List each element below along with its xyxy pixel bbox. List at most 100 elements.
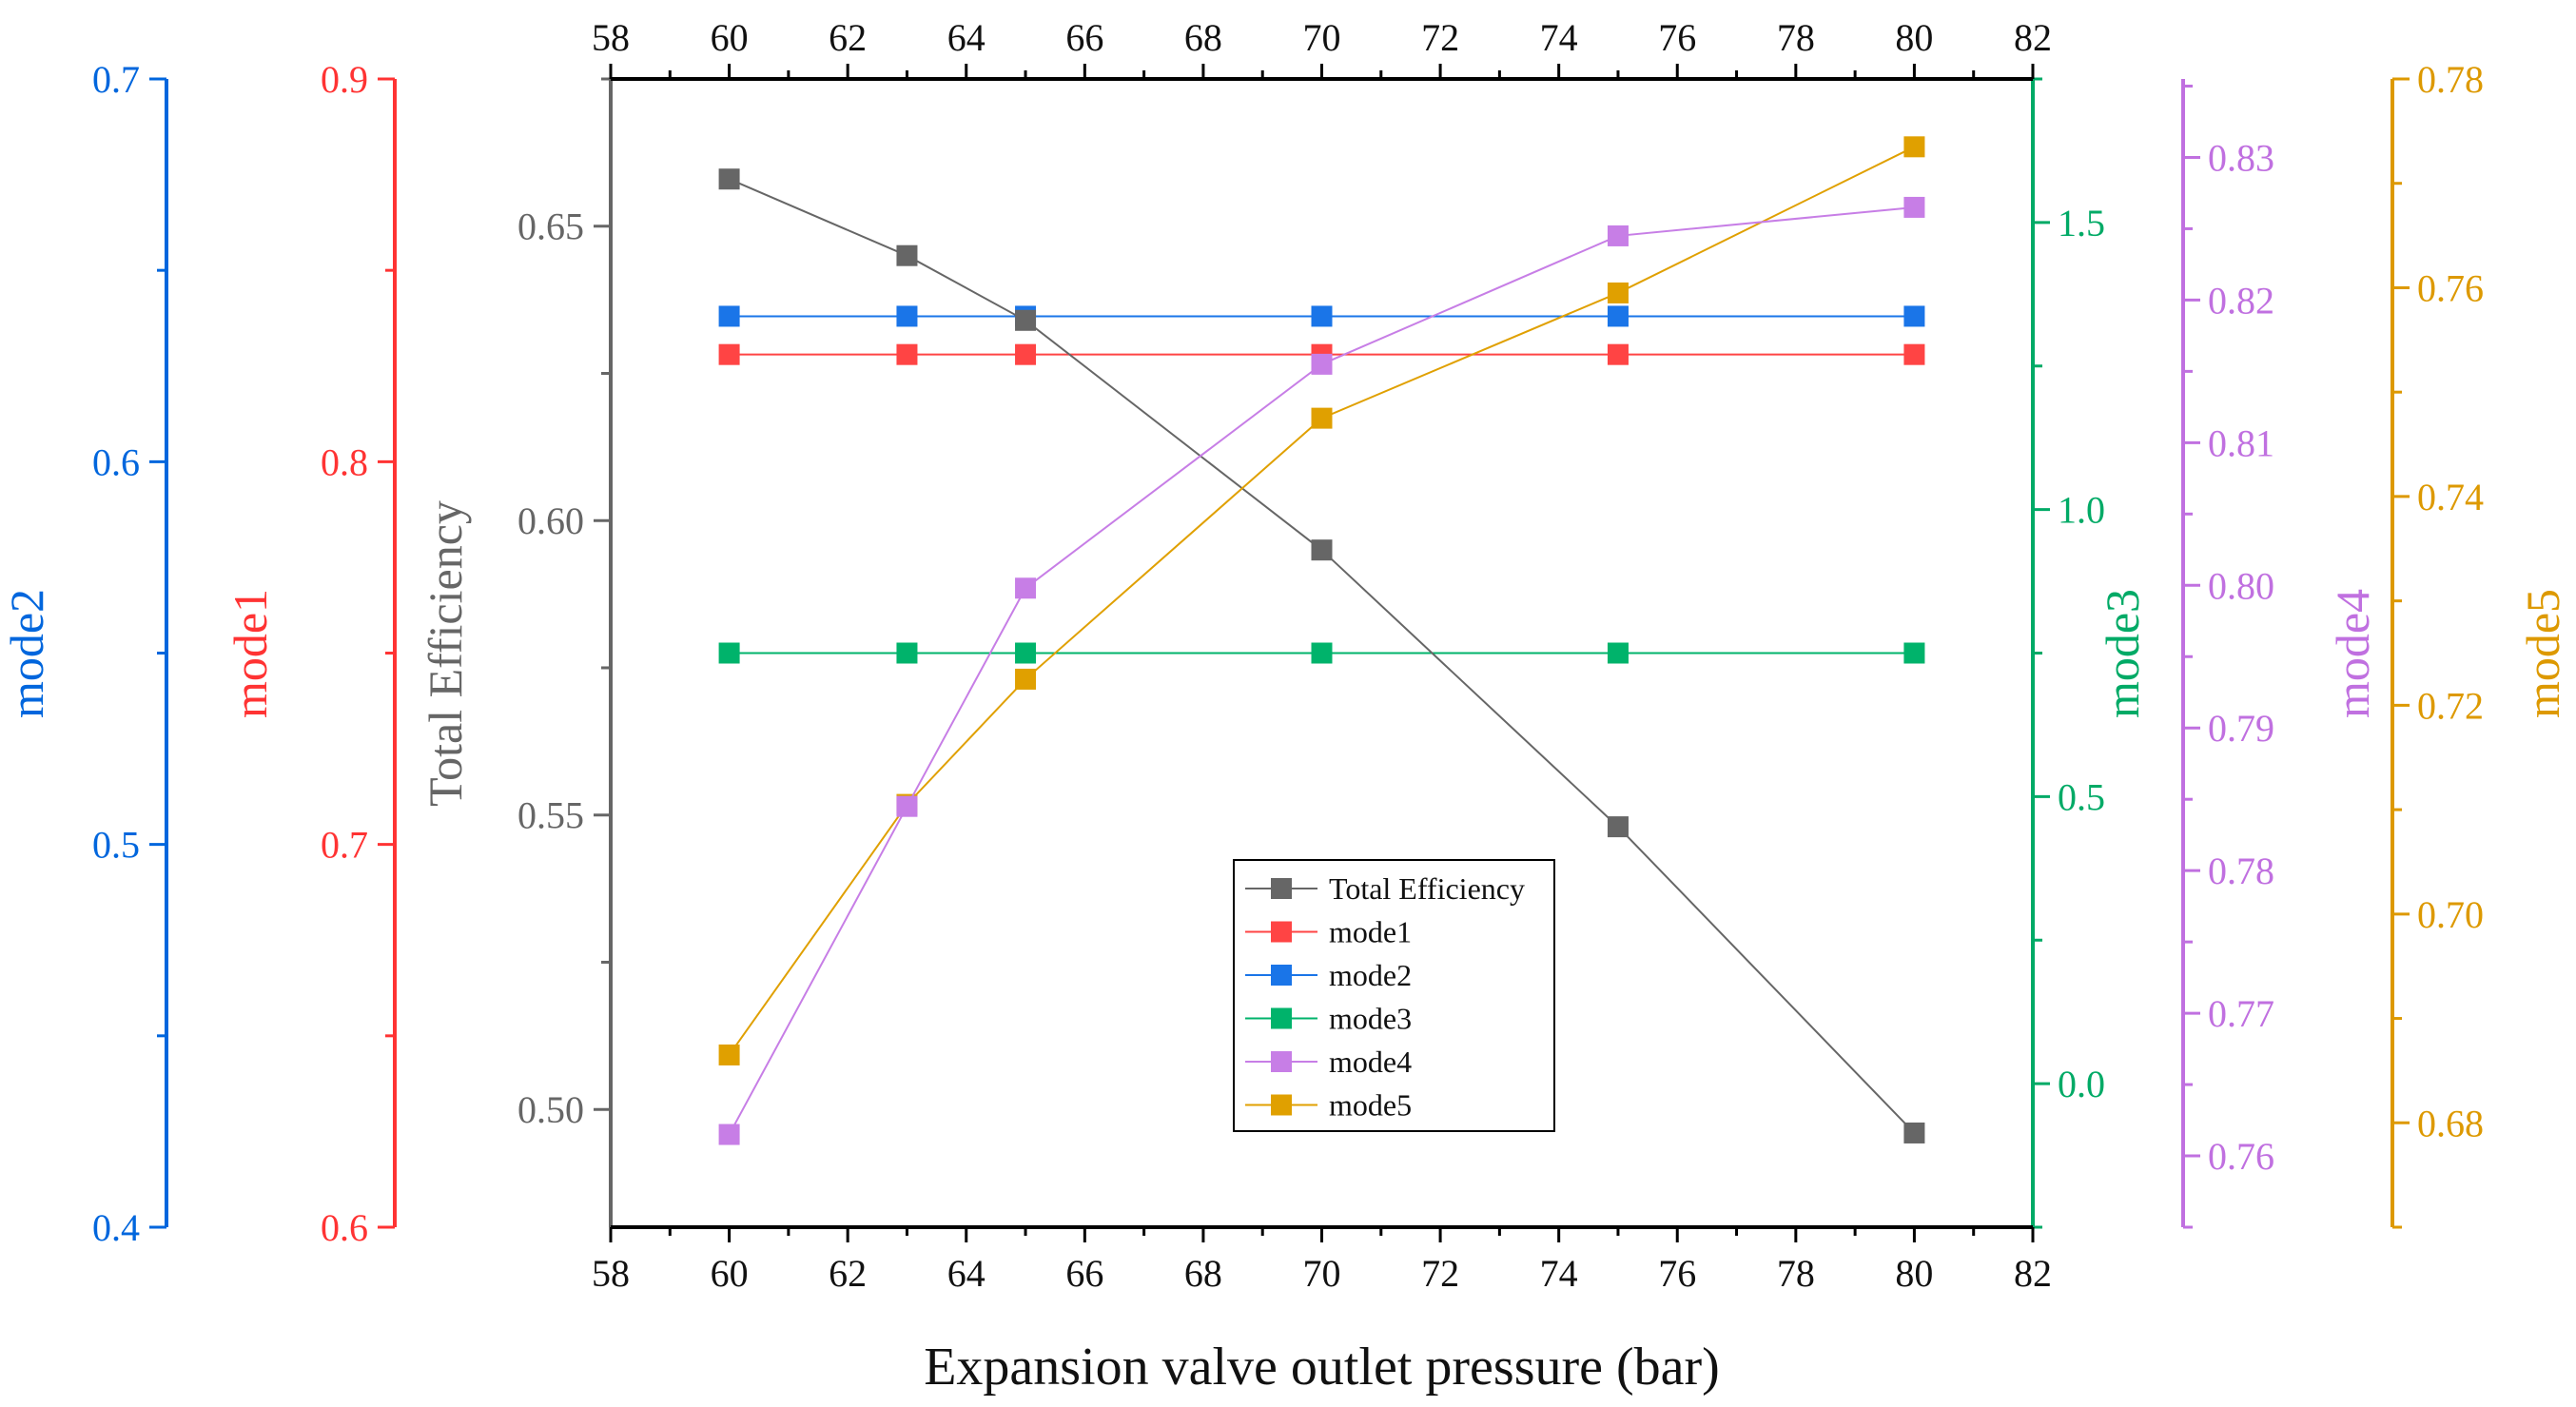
x-tick-label-bottom: 58: [592, 1252, 630, 1295]
data-point-total: [718, 168, 740, 190]
data-point-mode1: [1015, 343, 1037, 365]
x-tick-label-top: 68: [1184, 16, 1222, 59]
y-tick-label-mode1: 0.9: [321, 58, 368, 101]
y-tick-label-mode4: 0.79: [2208, 707, 2274, 750]
x-tick-label-bottom: 70: [1303, 1252, 1341, 1295]
y-axis-title-total: Total Efficiency: [419, 500, 472, 807]
y-tick-label-mode2: 0.6: [92, 440, 140, 483]
legend-label-mode5: mode5: [1329, 1088, 1412, 1123]
data-point-mode5: [1311, 407, 1333, 429]
legend-marker-mode4: [1271, 1051, 1292, 1072]
data-point-mode1: [896, 343, 918, 365]
y-tick-label-mode5: 0.68: [2417, 1102, 2484, 1144]
data-point-mode4: [1903, 196, 1925, 218]
x-axes: 58 58 60 60 62 62 64 64 66 66 68 68 70 70 72 72 74 74 76 76…: [592, 16, 2052, 1295]
x-tick-label-top: 76: [1658, 16, 1696, 59]
y-tick-label-mode5: 0.74: [2417, 476, 2484, 518]
y-tick-label-total: 0.50: [517, 1088, 584, 1131]
y-tick-label-mode4: 0.82: [2208, 279, 2274, 322]
x-tick-label-bottom: 74: [1540, 1252, 1578, 1295]
y-tick-label-mode2: 0.5: [92, 824, 140, 867]
extra-y-axes: 0.50 0.55 0.60 0.65 Total Efficiency 0.6 0.7 0.…: [0, 58, 2569, 1249]
x-tick-label-top: 78: [1777, 16, 1815, 59]
y-tick-label-mode1: 0.7: [321, 824, 368, 867]
y-tick-label-mode3: 1.5: [2058, 202, 2105, 244]
data-point-mode2: [1607, 305, 1629, 327]
y-tick-label-total: 0.65: [517, 205, 584, 248]
x-tick-label-top: 70: [1303, 16, 1341, 59]
x-tick-label-top: 62: [829, 16, 867, 59]
series-line-total: [729, 178, 1916, 1134]
legend-label-total: Total Efficiency: [1329, 871, 1525, 906]
data-point-mode5: [1015, 668, 1037, 690]
y-tick-label-mode5: 0.78: [2417, 58, 2484, 101]
x-tick-label-bottom: 76: [1658, 1252, 1696, 1295]
x-tick-label-top: 64: [947, 16, 986, 59]
series-line-mode4: [728, 205, 1915, 1136]
y-tick-label-mode2: 0.4: [92, 1206, 140, 1249]
x-tick-label-bottom: 82: [2014, 1252, 2052, 1295]
legend-label-mode2: mode2: [1329, 958, 1412, 992]
data-point-mode5: [1903, 136, 1925, 158]
y-tick-label-mode3: 0.0: [2058, 1063, 2105, 1105]
series-layer: [718, 136, 1925, 1145]
data-point-total: [1015, 309, 1037, 331]
y-tick-label-total: 0.60: [517, 499, 584, 542]
x-tick-label-top: 80: [1895, 16, 1933, 59]
y-tick-label-mode4: 0.76: [2208, 1135, 2274, 1178]
data-point-mode2: [1903, 305, 1925, 327]
x-tick-label-bottom: 68: [1184, 1252, 1222, 1295]
x-tick-label-top: 74: [1540, 16, 1578, 59]
x-tick-label-bottom: 80: [1895, 1252, 1933, 1295]
data-point-mode1: [1607, 343, 1629, 365]
data-point-mode5: [1607, 282, 1629, 303]
y-axis-title-mode4: mode4: [2326, 589, 2379, 718]
data-point-mode1: [1903, 343, 1925, 365]
y-tick-label-mode5: 0.72: [2417, 684, 2484, 727]
legend-label-mode4: mode4: [1329, 1045, 1412, 1079]
x-tick-label-top: 72: [1421, 16, 1459, 59]
data-point-mode3: [718, 642, 740, 664]
data-point-mode3: [1311, 642, 1333, 664]
data-point-mode3: [896, 642, 918, 664]
x-axis-title: Expansion valve outlet pressure (bar): [924, 1338, 1720, 1397]
x-tick-label-top: 58: [592, 16, 630, 59]
y-tick-label-mode4: 0.78: [2208, 850, 2274, 892]
data-point-mode2: [1311, 305, 1333, 327]
data-point-mode4: [896, 795, 918, 817]
y-tick-label-mode4: 0.81: [2208, 421, 2274, 464]
data-point-mode5: [718, 1044, 740, 1065]
y-tick-label-mode4: 0.80: [2208, 564, 2274, 607]
legend-box: [1233, 859, 1555, 1132]
data-point-mode4: [718, 1124, 740, 1145]
y-tick-label-mode3: 0.5: [2058, 775, 2105, 818]
y-tick-label-mode3: 1.0: [2058, 489, 2105, 532]
x-tick-label-bottom: 78: [1777, 1252, 1815, 1295]
legend-marker-mode5: [1271, 1094, 1292, 1116]
data-point-total: [1607, 816, 1629, 838]
x-tick-label-bottom: 64: [947, 1252, 986, 1295]
y-tick-label-mode1: 0.6: [321, 1206, 368, 1249]
x-tick-label-bottom: 62: [829, 1252, 867, 1295]
data-point-mode4: [1311, 353, 1333, 375]
x-tick-label-top: 66: [1065, 16, 1103, 59]
y-tick-label-mode4: 0.77: [2208, 992, 2274, 1035]
y-axis-title-mode2: mode2: [0, 589, 53, 718]
y-axis-title-mode5: mode5: [2516, 589, 2569, 718]
data-point-mode2: [896, 305, 918, 327]
y-tick-label-mode4: 0.83: [2208, 136, 2274, 179]
y-tick-label-mode5: 0.70: [2417, 893, 2484, 936]
data-point-mode4: [1607, 225, 1629, 246]
y-tick-label-mode1: 0.8: [321, 440, 368, 483]
legend: Total Efficiency mode1 mode2 mode3 mode4 mode…: [1233, 859, 1555, 1132]
y-tick-label-mode2: 0.7: [92, 58, 140, 101]
data-point-mode1: [718, 343, 740, 365]
legend-marker-mode1: [1271, 921, 1292, 943]
x-tick-label-top: 82: [2014, 16, 2052, 59]
x-tick-label-top: 60: [711, 16, 749, 59]
x-tick-label-bottom: 60: [711, 1252, 749, 1295]
data-point-total: [896, 244, 918, 266]
data-point-total: [1311, 539, 1333, 561]
series-line-mode5: [728, 146, 1915, 1056]
